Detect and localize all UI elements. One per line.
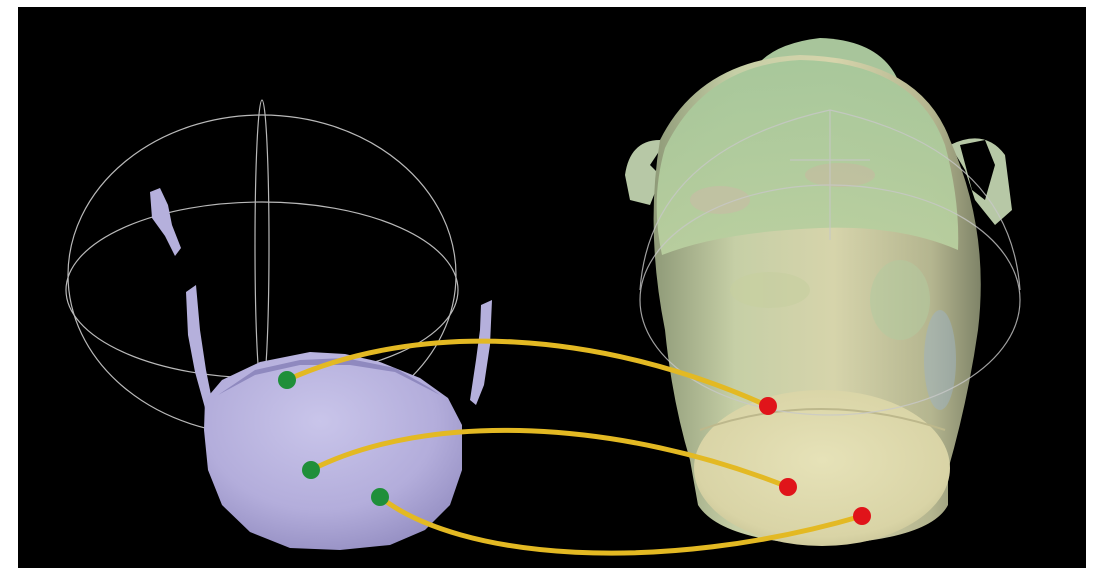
source-point[interactable] <box>278 371 296 389</box>
correspondence-line[interactable] <box>284 338 771 409</box>
vase-base <box>694 390 950 546</box>
target-point[interactable] <box>779 478 797 496</box>
texture-patch <box>805 163 875 187</box>
scan-fragment-left-wall <box>186 285 213 408</box>
target-point[interactable] <box>853 507 871 525</box>
scan-fragment-top <box>150 188 181 256</box>
scan-bowl-rim <box>218 358 440 395</box>
source-point[interactable] <box>371 488 389 506</box>
texture-patch <box>924 310 956 410</box>
vase-base-rim <box>699 408 946 431</box>
texture-patch <box>690 186 750 214</box>
texture-patch <box>870 260 930 340</box>
gizmo-ring-outer[interactable] <box>639 109 831 291</box>
left-scan-object[interactable] <box>65 99 492 550</box>
target-point[interactable] <box>759 397 777 415</box>
gizmo-ring-outer[interactable] <box>829 109 1021 291</box>
right-rotation-gizmo[interactable] <box>639 109 1021 416</box>
right-vase-object[interactable] <box>625 38 1021 546</box>
correspondence-line[interactable] <box>377 494 865 556</box>
scan-fragment-right-wall <box>470 300 492 405</box>
texture-patch <box>730 272 810 308</box>
correspondence-line[interactable] <box>308 427 791 490</box>
scan-bowl-base <box>204 352 462 550</box>
left-scan-mesh <box>150 188 492 550</box>
vase-surface-texture <box>690 163 956 410</box>
source-point[interactable] <box>302 461 320 479</box>
vase-handle-right-hole <box>960 140 995 200</box>
correspondence-overlay[interactable] <box>278 338 871 556</box>
